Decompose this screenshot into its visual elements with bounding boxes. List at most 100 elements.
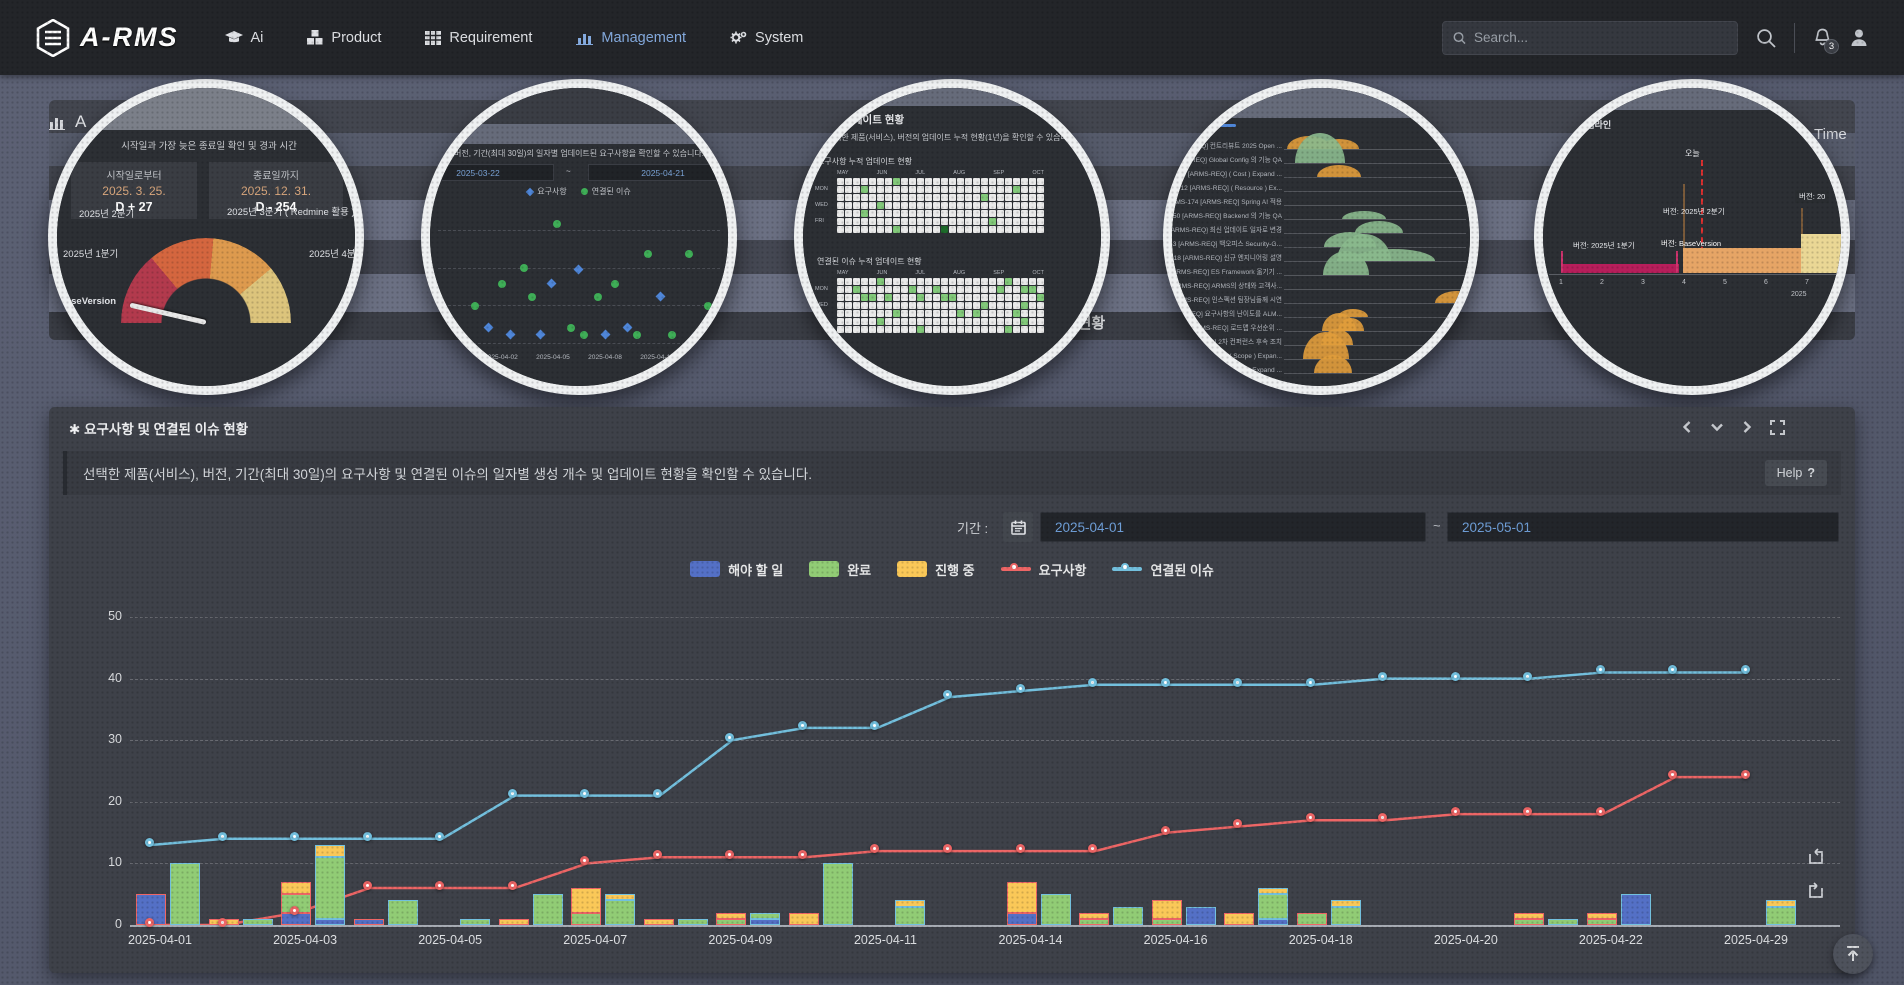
line-point[interactable] xyxy=(1015,844,1025,854)
scatter-date-from[interactable]: 2025-03-22 xyxy=(430,164,554,181)
line-point[interactable] xyxy=(797,720,807,730)
scatter-point-issue[interactable] xyxy=(566,324,575,333)
bar-issue[interactable] xyxy=(1766,900,1796,925)
line-point[interactable] xyxy=(435,881,445,891)
bar-requirement[interactable] xyxy=(1006,881,1037,925)
scatter-point-requirement[interactable] xyxy=(573,264,584,275)
line-point[interactable] xyxy=(652,788,662,798)
line-point[interactable] xyxy=(1523,671,1533,681)
scatter-point-issue[interactable] xyxy=(470,302,479,311)
bar-requirement[interactable] xyxy=(716,912,747,925)
bar-issue[interactable] xyxy=(750,912,781,925)
bar-requirement[interactable] xyxy=(1224,912,1255,925)
legend-item-linked-issue[interactable]: 연결된 이슈 xyxy=(1112,560,1214,579)
scatter-point-issue[interactable] xyxy=(580,331,589,340)
line-point[interactable] xyxy=(1668,665,1678,675)
help-button[interactable]: Help ? xyxy=(1764,460,1827,486)
line-point[interactable] xyxy=(507,881,517,891)
line-point[interactable] xyxy=(1233,819,1243,829)
line-point[interactable] xyxy=(1088,844,1098,854)
line-point[interactable] xyxy=(580,856,590,866)
line-point[interactable] xyxy=(217,918,227,927)
bar-issue[interactable] xyxy=(1040,894,1071,925)
line-point[interactable] xyxy=(797,850,807,860)
line-point[interactable] xyxy=(145,918,154,927)
line-point[interactable] xyxy=(1305,813,1315,823)
app-logo[interactable]: A-RMS xyxy=(36,18,179,57)
bar-requirement[interactable] xyxy=(353,918,384,925)
search-box[interactable] xyxy=(1442,20,1738,55)
expand-icon[interactable] xyxy=(1770,420,1785,435)
chart-undo-icon[interactable] xyxy=(1806,881,1826,901)
bar-issue[interactable] xyxy=(387,900,418,925)
scatter-point-issue[interactable] xyxy=(520,264,529,273)
legend-item-todo[interactable]: 해야 할 일 xyxy=(690,560,783,579)
bar-issue[interactable] xyxy=(170,863,200,925)
bar-requirement[interactable] xyxy=(643,918,674,925)
line-point[interactable] xyxy=(1595,665,1605,675)
chevron-right-icon[interactable] xyxy=(1740,420,1754,434)
range-slider-handle[interactable] xyxy=(1180,121,1189,130)
line-point[interactable] xyxy=(1523,807,1533,817)
bar-requirement[interactable] xyxy=(788,912,819,925)
bar-issue[interactable] xyxy=(1113,906,1144,925)
search-submit-button[interactable] xyxy=(1756,28,1776,48)
scatter-point-requirement[interactable] xyxy=(546,278,557,289)
scatter-point-issue[interactable] xyxy=(643,249,652,258)
scatter-point-issue[interactable] xyxy=(632,331,641,340)
bar-requirement[interactable] xyxy=(571,888,602,925)
line-point[interactable] xyxy=(652,850,662,860)
bar-requirement[interactable] xyxy=(1079,912,1110,925)
line-point[interactable] xyxy=(435,831,445,841)
line-point[interactable] xyxy=(217,831,227,841)
nav-item-management[interactable]: Management xyxy=(576,30,686,46)
scatter-point-requirement[interactable] xyxy=(622,322,633,333)
line-point[interactable] xyxy=(1741,665,1750,675)
scatter-date-to[interactable]: 2025-04-21 xyxy=(588,164,728,181)
version-q1-bar[interactable] xyxy=(1561,264,1679,273)
scatter-point-requirement[interactable] xyxy=(691,329,702,340)
bar-issue[interactable] xyxy=(1258,888,1289,925)
bar-issue[interactable] xyxy=(315,844,346,925)
search-input[interactable] xyxy=(1473,30,1727,45)
line-point[interactable] xyxy=(1741,770,1750,780)
line-point[interactable] xyxy=(580,788,590,798)
line-point[interactable] xyxy=(1378,813,1388,823)
chevron-left-icon[interactable] xyxy=(1680,420,1694,434)
line-point[interactable] xyxy=(290,905,300,915)
bar-requirement[interactable] xyxy=(1586,912,1617,925)
range-slider[interactable] xyxy=(1184,124,1236,127)
scatter-point-issue[interactable] xyxy=(668,331,677,340)
legend-item-done[interactable]: 완료 xyxy=(809,560,871,579)
bar-requirement[interactable] xyxy=(136,894,166,925)
bar-issue[interactable] xyxy=(1548,918,1579,925)
bar-issue[interactable] xyxy=(1330,900,1361,925)
nav-item-product[interactable]: Product xyxy=(307,30,381,46)
date-from-input[interactable]: 2025-04-01 xyxy=(1040,512,1426,542)
nav-item-ai[interactable]: Ai xyxy=(224,30,263,46)
line-point[interactable] xyxy=(1378,671,1388,681)
chevron-down-icon[interactable] xyxy=(1710,420,1724,434)
scatter-point-requirement[interactable] xyxy=(452,329,463,340)
bar-requirement[interactable] xyxy=(498,918,529,925)
scatter-point-requirement[interactable] xyxy=(483,322,494,333)
scatter-point-requirement[interactable] xyxy=(505,329,515,340)
line-point[interactable] xyxy=(362,881,372,891)
bar-issue[interactable] xyxy=(1185,906,1216,925)
version-q2-bar[interactable] xyxy=(1683,248,1803,273)
scatter-point-requirement[interactable] xyxy=(600,329,611,340)
legend-item-inprogress[interactable]: 진행 중 xyxy=(897,560,975,579)
bar-issue[interactable] xyxy=(605,894,636,925)
line-point[interactable] xyxy=(1450,671,1460,681)
scatter-point-issue[interactable] xyxy=(610,280,619,289)
scatter-point-issue[interactable] xyxy=(498,280,507,289)
version-3-bar[interactable] xyxy=(1801,234,1841,273)
line-point[interactable] xyxy=(1160,677,1170,687)
scatter-point-requirement[interactable] xyxy=(655,291,666,302)
line-point[interactable] xyxy=(290,831,300,841)
line-point[interactable] xyxy=(943,690,952,700)
scatter-point-requirement[interactable] xyxy=(535,329,546,340)
notifications-button[interactable]: 3 xyxy=(1813,28,1839,54)
scatter-point-issue[interactable] xyxy=(703,302,712,311)
line-point[interactable] xyxy=(943,844,952,854)
